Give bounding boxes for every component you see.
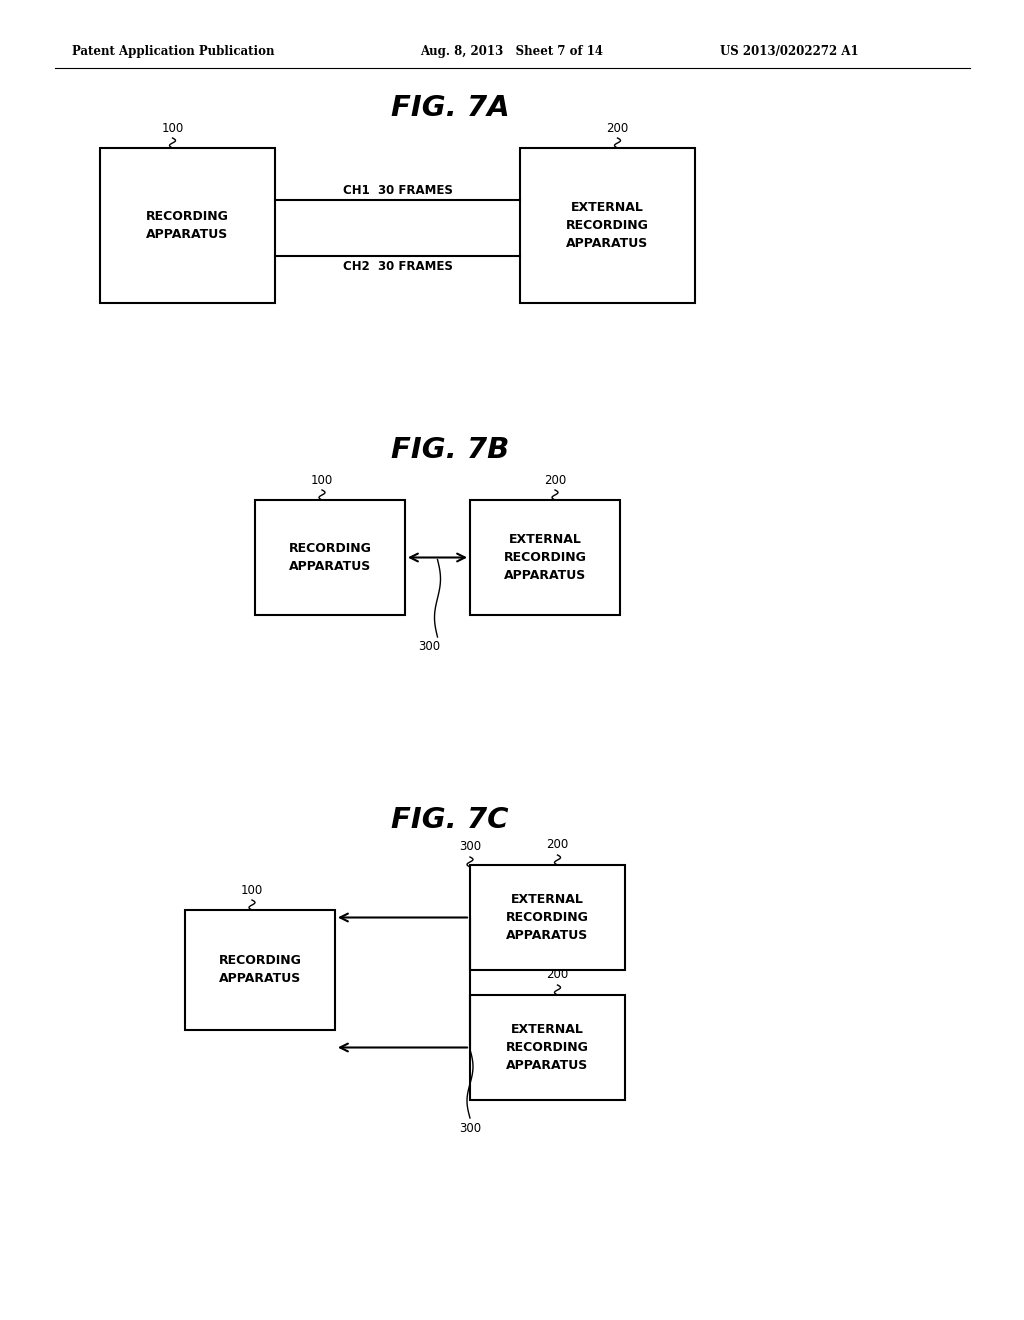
Text: 200: 200 — [544, 474, 566, 487]
Bar — [520, 148, 695, 304]
Text: Aug. 8, 2013   Sheet 7 of 14: Aug. 8, 2013 Sheet 7 of 14 — [420, 45, 603, 58]
Text: APPARATUS: APPARATUS — [507, 929, 589, 942]
Text: FIG. 7B: FIG. 7B — [391, 436, 509, 465]
Text: EXTERNAL: EXTERNAL — [509, 533, 582, 546]
Text: EXTERNAL: EXTERNAL — [571, 201, 644, 214]
Text: RECORDING: RECORDING — [506, 911, 589, 924]
Text: 300: 300 — [459, 1122, 481, 1134]
Text: 100: 100 — [162, 121, 183, 135]
Text: RECORDING: RECORDING — [146, 210, 229, 223]
Text: RECORDING: RECORDING — [504, 550, 587, 564]
Text: APPARATUS: APPARATUS — [566, 238, 648, 249]
Text: US 2013/0202272 A1: US 2013/0202272 A1 — [720, 45, 859, 58]
Text: RECORDING: RECORDING — [218, 954, 301, 968]
Text: APPARATUS: APPARATUS — [146, 228, 228, 242]
Text: 200: 200 — [606, 121, 629, 135]
Text: EXTERNAL: EXTERNAL — [511, 894, 584, 906]
Text: RECORDING: RECORDING — [506, 1041, 589, 1053]
Bar — [470, 995, 625, 1100]
Text: CH1  30 FRAMES: CH1 30 FRAMES — [343, 183, 453, 197]
Text: 200: 200 — [547, 969, 568, 982]
Text: 300: 300 — [459, 841, 481, 854]
Text: CH2  30 FRAMES: CH2 30 FRAMES — [343, 260, 453, 272]
Text: 100: 100 — [311, 474, 333, 487]
Text: 100: 100 — [241, 883, 263, 896]
Text: APPARATUS: APPARATUS — [289, 560, 371, 573]
Text: Patent Application Publication: Patent Application Publication — [72, 45, 274, 58]
Text: 300: 300 — [419, 640, 440, 653]
Text: 200: 200 — [547, 838, 568, 851]
Text: EXTERNAL: EXTERNAL — [511, 1023, 584, 1036]
Text: RECORDING: RECORDING — [289, 543, 372, 554]
Bar — [470, 865, 625, 970]
Text: APPARATUS: APPARATUS — [507, 1059, 589, 1072]
Text: APPARATUS: APPARATUS — [504, 569, 586, 582]
Text: RECORDING: RECORDING — [566, 219, 649, 232]
Text: APPARATUS: APPARATUS — [219, 973, 301, 986]
Bar — [470, 500, 620, 615]
Text: FIG. 7C: FIG. 7C — [391, 807, 509, 834]
Text: FIG. 7A: FIG. 7A — [391, 94, 509, 121]
Bar — [255, 500, 406, 615]
Bar — [185, 909, 335, 1030]
Bar — [100, 148, 275, 304]
